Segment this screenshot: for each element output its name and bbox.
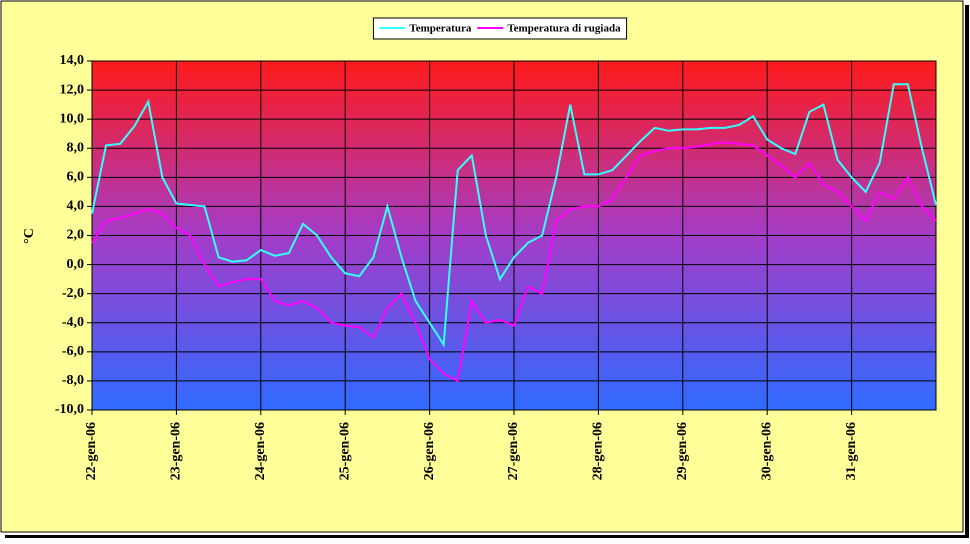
x-tick-label: 24-gen-06 — [253, 422, 268, 480]
y-tick-label: 10,0 — [60, 111, 85, 126]
y-tick-label: 2,0 — [67, 228, 85, 243]
x-tick-label: 31-gen-06 — [844, 422, 859, 480]
legend-label: Temperatura — [409, 23, 471, 35]
y-tick-label: 6,0 — [67, 170, 85, 185]
shadow — [5, 535, 967, 538]
series-line — [91, 141, 937, 383]
plot-border — [91, 60, 937, 411]
series-line — [91, 83, 937, 348]
x-tick-label: 28-gen-06 — [591, 422, 606, 480]
x-tick-label: 25-gen-06 — [337, 422, 352, 480]
y-tick-label: 4,0 — [67, 199, 85, 214]
x-tick-label: 26-gen-06 — [422, 422, 437, 480]
y-tick-label: -4,0 — [62, 315, 84, 330]
shadow — [965, 5, 969, 538]
x-tick-label: 27-gen-06 — [506, 422, 521, 480]
y-tick-label: -10,0 — [55, 402, 84, 417]
x-tick-label: 22-gen-06 — [84, 422, 99, 480]
y-tick-label: -6,0 — [62, 344, 84, 359]
y-tick-label: -8,0 — [62, 373, 84, 388]
y-tick-label: 12,0 — [60, 82, 85, 97]
legend: Temperatura Temperatura di rugiada — [372, 17, 628, 40]
y-tick-label: 14,0 — [60, 53, 85, 68]
y-tick-label: -2,0 — [62, 286, 84, 301]
y-axis-label: °C — [22, 228, 37, 244]
x-tick-label: 29-gen-06 — [675, 422, 690, 480]
y-tick-label: 0,0 — [67, 257, 85, 272]
legend-label: Temperatura di rugiada — [507, 23, 621, 35]
x-tick-label: 30-gen-06 — [759, 422, 774, 480]
x-tick-label: 23-gen-06 — [169, 422, 184, 480]
y-tick-label: 8,0 — [67, 140, 85, 155]
